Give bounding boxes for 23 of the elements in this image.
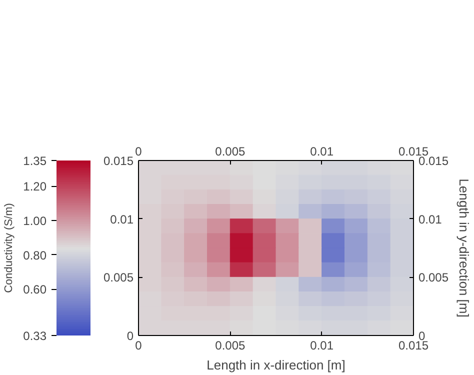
color-bar-label: 1.20 (23, 180, 47, 194)
y-tick-label: 0.005 (103, 270, 134, 285)
y-tick-label: 0.01 (110, 212, 134, 226)
y-tick-label: 0 (126, 329, 134, 343)
color-bar-title: Conductivity (S/m) (3, 203, 16, 293)
color-bar-label: 0.60 (23, 282, 47, 297)
x2-tick-label: 0 (135, 338, 142, 352)
y2-axis-title: Length in y-direction [m] (456, 178, 472, 318)
x-tick-label: 0.01 (310, 144, 334, 158)
x2-tick-label: 0.015 (398, 338, 429, 352)
color-bar-label: 0.80 (23, 248, 47, 262)
color-bar-label: 1.35 (23, 154, 47, 168)
x-tick-label: 0.005 (215, 144, 246, 158)
x-axis-title: Length in x-direction [m] (206, 358, 346, 372)
x-tick-label: 0 (135, 144, 142, 158)
x2-tick-label: 0.005 (215, 338, 246, 352)
x2-tick-label: 0.01 (310, 338, 334, 352)
y-tick-label: 0.015 (103, 154, 134, 168)
color-bar-label: 1.00 (23, 214, 47, 228)
color-bar-label: 0.33 (23, 329, 47, 343)
y2-tick-label: 0.015 (418, 154, 449, 168)
y2-tick-label: 0.005 (418, 270, 449, 285)
y2-tick-label: 0.01 (418, 212, 442, 226)
